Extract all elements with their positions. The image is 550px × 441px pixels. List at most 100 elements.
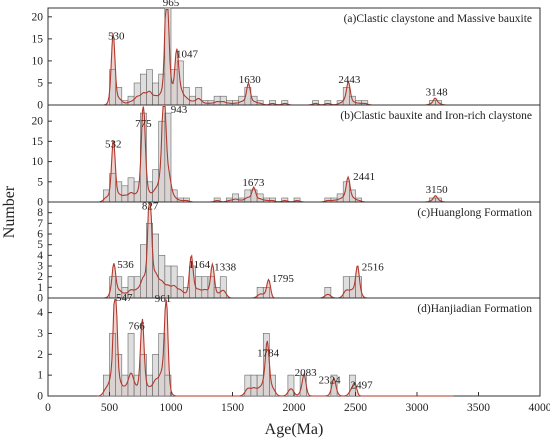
histogram-bar xyxy=(140,73,147,106)
histogram-bar xyxy=(158,255,166,299)
y-tick-label: 5 xyxy=(37,176,43,188)
density-curve xyxy=(97,298,454,397)
peak-age-label: 943 xyxy=(171,104,188,116)
y-tick-label: 20 xyxy=(32,11,44,23)
x-tick-label: 2000 xyxy=(283,402,306,414)
histogram-bar xyxy=(195,276,203,299)
histogram-bar xyxy=(152,353,160,397)
x-tick-label: 3000 xyxy=(406,402,429,414)
y-tick-label: 5 xyxy=(37,239,43,251)
x-tick-label: 2500 xyxy=(344,402,367,414)
histogram-bar xyxy=(133,82,141,106)
peak-age-label: 2083 xyxy=(295,367,318,379)
peak-age-label: 530 xyxy=(108,31,125,43)
y-axis-label: Number xyxy=(1,185,18,238)
peak-age-label: 547 xyxy=(116,292,133,304)
peak-age-label: 965 xyxy=(163,0,180,9)
y-tick-label: 2 xyxy=(37,349,43,361)
histogram-bar xyxy=(342,276,350,299)
histogram-bar xyxy=(183,87,190,106)
histogram-bar xyxy=(349,276,356,299)
histogram-bar xyxy=(176,276,184,299)
peak-age-label: 961 xyxy=(155,293,172,305)
y-tick-label: 0 xyxy=(37,293,43,305)
panel-title: (a)Clastic claystone and Massive bauxite xyxy=(344,13,532,25)
histogram-bar xyxy=(103,374,110,397)
peak-age-label: 2324 xyxy=(319,374,342,386)
y-tick-label: 1 xyxy=(37,370,43,382)
histogram-bar xyxy=(164,374,172,397)
peak-age-label: 775 xyxy=(135,118,152,130)
histogram-bar xyxy=(330,374,338,397)
x-axis-label: Age(Ma) xyxy=(265,421,324,438)
y-tick-label: 4 xyxy=(37,250,43,262)
y-tick-label: 4 xyxy=(37,307,43,319)
panel-title: (b)Clastic bauxite and Iron-rich claysto… xyxy=(340,110,532,122)
y-tick-label: 15 xyxy=(32,33,44,45)
x-tick-label: 0 xyxy=(45,402,51,414)
y-tick-label: 1 xyxy=(37,282,43,294)
histogram-bar xyxy=(133,374,141,397)
x-tick-label: 1500 xyxy=(221,402,244,414)
histogram-bar xyxy=(256,374,264,397)
peak-age-label: 1673 xyxy=(242,177,265,189)
peak-age-label: 1784 xyxy=(257,347,280,359)
peak-age-label: 1795 xyxy=(272,273,295,285)
histogram-bar xyxy=(195,87,203,106)
histogram-bar xyxy=(103,189,110,203)
x-tick-label: 4000 xyxy=(529,402,550,414)
y-tick-label: 0 xyxy=(37,391,43,403)
histogram-bar xyxy=(121,185,129,203)
x-tick-label: 1000 xyxy=(160,402,183,414)
y-tick-label: 10 xyxy=(32,55,44,67)
histogram-bar xyxy=(219,276,227,299)
y-tick-label: 2 xyxy=(37,271,43,283)
peak-age-label: 1164 xyxy=(188,259,210,271)
y-tick-label: 0 xyxy=(37,100,43,112)
histogram-bar xyxy=(170,265,178,299)
histogram-bar xyxy=(250,374,258,397)
histogram-bar xyxy=(324,286,332,299)
peak-age-label: 2441 xyxy=(353,171,375,183)
histogram-bar xyxy=(133,276,141,299)
panel-title: (c)Huanglong Formation xyxy=(417,207,532,219)
histogram-bar xyxy=(152,169,160,203)
peak-age-label: 536 xyxy=(117,259,134,271)
y-tick-label: 5 xyxy=(37,77,43,89)
y-tick-label: 7 xyxy=(37,218,43,230)
histogram-bar xyxy=(146,69,153,106)
panel-title: (d)Hanjiadian Formation xyxy=(417,303,532,315)
y-tick-label: 0 xyxy=(37,197,43,209)
histogram-bar xyxy=(287,374,295,397)
panel-b: 0 5 10 15 20 532 775 943 1673 2441 3150 (b)Clastic … xyxy=(32,104,541,209)
histogram-bar xyxy=(201,276,209,299)
histogram-bar xyxy=(127,333,135,397)
x-tick-label: 500 xyxy=(101,402,119,414)
y-tick-label: 20 xyxy=(32,116,44,128)
peak-age-label: 532 xyxy=(105,138,122,150)
histogram-bar xyxy=(256,286,264,299)
peak-age-label: 2443 xyxy=(338,74,361,86)
histogram-bar xyxy=(219,95,227,106)
peak-age-label: 3150 xyxy=(426,184,449,196)
y-tick-label: 6 xyxy=(37,229,43,241)
peak-age-label: 1338 xyxy=(214,261,237,273)
y-tick-label: 15 xyxy=(32,136,44,148)
panel-a: 0 5 10 15 20 530 965 1047 1630 2443 3148 (a)Clastic… xyxy=(32,0,541,112)
y-tick-label: 3 xyxy=(37,328,43,340)
peak-age-label: 2516 xyxy=(362,261,385,273)
peak-age-label: 1047 xyxy=(176,48,199,60)
peak-age-label: 766 xyxy=(128,320,145,332)
y-tick-label: 8 xyxy=(37,207,43,219)
peak-age-label: 2497 xyxy=(351,380,374,392)
histogram-bar xyxy=(213,95,221,106)
histogram-bar xyxy=(152,82,160,106)
histogram-bar xyxy=(232,193,239,203)
x-tick-label: 3500 xyxy=(467,402,490,414)
y-tick-label: 3 xyxy=(37,261,43,273)
peak-age-label: 1630 xyxy=(239,74,262,86)
peak-age-label: 827 xyxy=(142,200,159,212)
